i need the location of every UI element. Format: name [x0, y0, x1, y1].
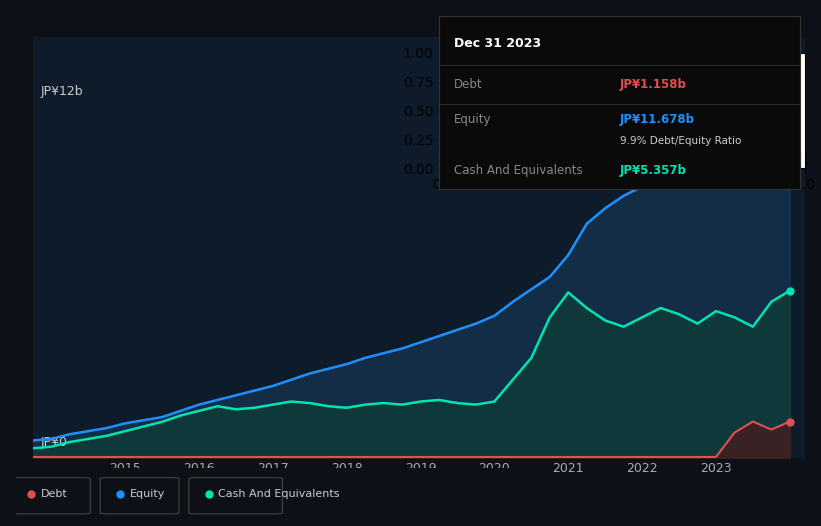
- Text: Debt: Debt: [454, 78, 482, 91]
- Text: 9.9% Debt/Equity Ratio: 9.9% Debt/Equity Ratio: [620, 136, 741, 146]
- Text: JP¥0: JP¥0: [40, 436, 67, 449]
- Text: JP¥11.678b: JP¥11.678b: [620, 113, 695, 126]
- Text: Cash And Equivalents: Cash And Equivalents: [218, 489, 340, 500]
- Text: Cash And Equivalents: Cash And Equivalents: [454, 165, 582, 177]
- FancyBboxPatch shape: [11, 478, 90, 514]
- FancyBboxPatch shape: [189, 478, 282, 514]
- Text: JP¥12b: JP¥12b: [40, 85, 83, 98]
- Text: Equity: Equity: [454, 113, 491, 126]
- Text: Dec 31 2023: Dec 31 2023: [454, 37, 541, 50]
- FancyBboxPatch shape: [100, 478, 179, 514]
- Text: Debt: Debt: [41, 489, 68, 500]
- Text: JP¥5.357b: JP¥5.357b: [620, 165, 686, 177]
- Text: JP¥1.158b: JP¥1.158b: [620, 78, 686, 91]
- Text: Equity: Equity: [130, 489, 165, 500]
